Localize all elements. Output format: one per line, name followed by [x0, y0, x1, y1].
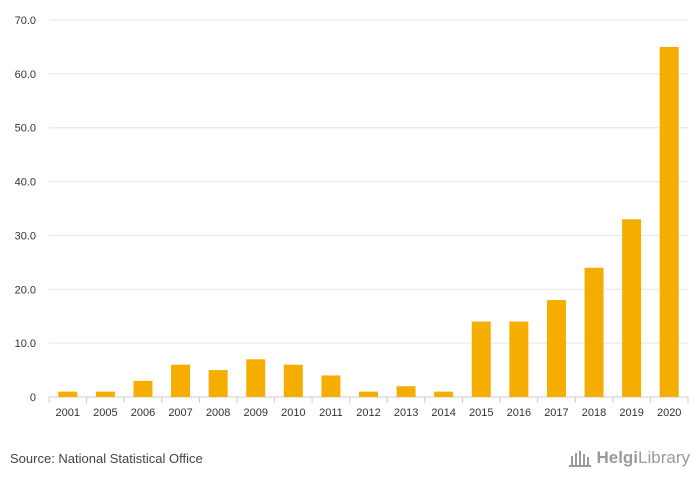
y-tick-label: 30.0	[15, 230, 36, 242]
bar-2010	[283, 364, 303, 397]
bar-2014	[434, 391, 454, 397]
x-tick-label: 2019	[619, 407, 643, 419]
bar-2015	[471, 321, 491, 397]
bar-2011	[321, 375, 341, 397]
x-tick-label: 2007	[168, 407, 192, 419]
helgilibrary-logo: HelgiLibrary	[568, 448, 690, 468]
x-tick-label: 2017	[544, 407, 568, 419]
x-tick-label: 2010	[281, 407, 305, 419]
x-tick-label: 2015	[469, 407, 493, 419]
x-tick-label: 2014	[431, 407, 455, 419]
x-tick-label: 2011	[319, 407, 343, 419]
library-building-icon	[569, 451, 592, 467]
bar-2009	[246, 359, 266, 397]
y-tick-label: 50.0	[15, 123, 36, 135]
x-tick-label: 2016	[507, 407, 531, 419]
y-tick-label: 20.0	[15, 284, 36, 296]
y-tick-label: 60.0	[15, 69, 36, 81]
logo-text-bold: Helgi	[596, 448, 639, 467]
bar-2019	[622, 219, 642, 397]
source-note: Source: National Statistical Office	[10, 451, 203, 466]
bar-2020	[659, 46, 679, 398]
bar-2005	[95, 391, 115, 397]
bar-2001	[58, 391, 78, 397]
bar-chart: 0 10.0 20.0 30.0 40.0 50.0 60.0 70.0 2001 2005 200…	[15, 15, 689, 419]
logo-text-light: Library	[638, 448, 690, 467]
bar-2017	[546, 300, 566, 397]
x-tick-label: 2001	[56, 407, 80, 419]
x-tick-label: 2005	[93, 407, 117, 419]
y-tick-label: 70.0	[15, 15, 36, 27]
bar-2016	[509, 321, 529, 397]
x-tick-label: 2008	[206, 407, 230, 419]
bar-2013	[396, 386, 416, 397]
x-tick-label: 2006	[131, 407, 155, 419]
bar-2006	[133, 380, 153, 397]
bar-2018	[584, 267, 604, 397]
x-tick-label: 2018	[582, 407, 606, 419]
bar-2007	[171, 364, 191, 397]
bar-2008	[208, 370, 228, 397]
x-tick-label: 2013	[394, 407, 418, 419]
bar-2012	[359, 391, 378, 397]
x-tick-label: 2012	[356, 407, 380, 419]
x-tick-label: 2020	[657, 407, 681, 419]
y-tick-label: 40.0	[15, 177, 36, 189]
y-tick-label: 0	[30, 392, 36, 404]
y-tick-label: 10.0	[15, 338, 36, 350]
x-tick-label: 2009	[243, 407, 267, 419]
